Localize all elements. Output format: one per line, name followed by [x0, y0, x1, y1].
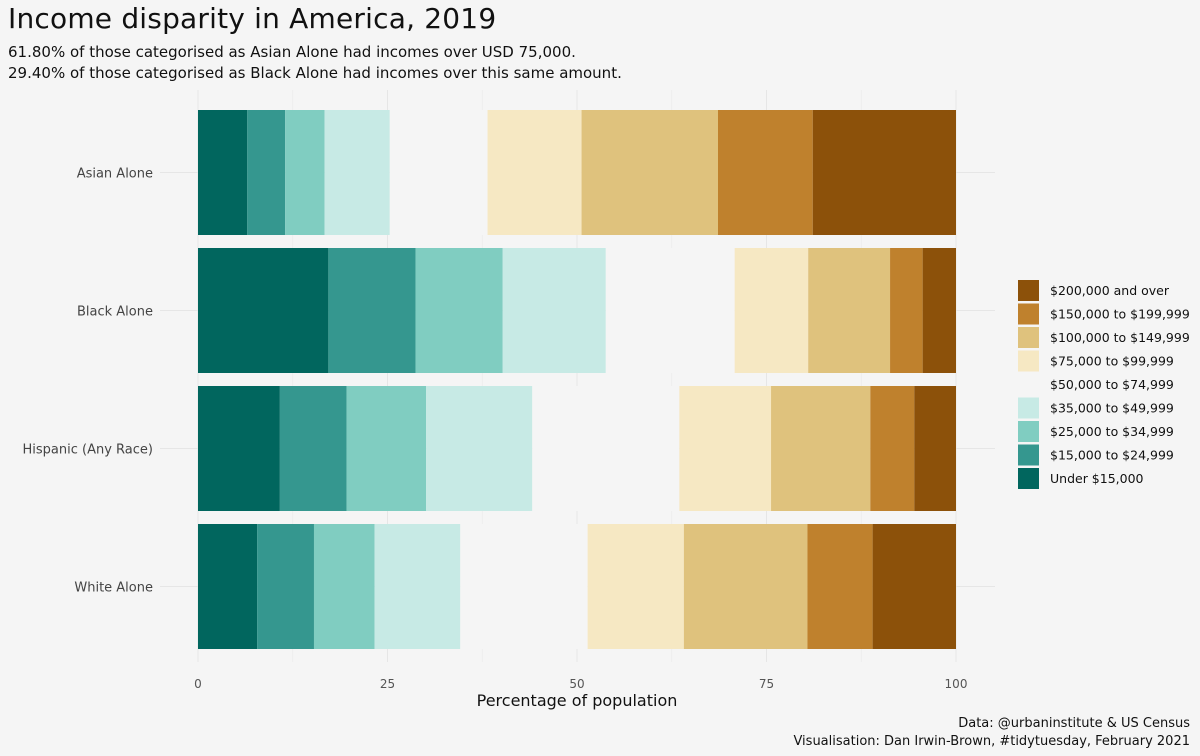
bar-segment — [771, 386, 871, 511]
bar-segment — [872, 524, 956, 649]
bar-segment — [460, 524, 588, 649]
bar-segment — [734, 248, 809, 373]
legend-label: $150,000 to $199,999 — [1050, 307, 1190, 322]
y-tick-label: White Alone — [74, 581, 153, 596]
legend: $200,000 and over $150,000 to $199,999 $10… — [1018, 280, 1190, 489]
caption-data-source: Data: @urbaninstitute & US Census — [958, 716, 1190, 731]
bar-segment — [890, 248, 923, 373]
bar-segment — [581, 110, 718, 235]
bar-segment — [198, 386, 280, 511]
bar-segment — [502, 248, 606, 373]
bar-segment — [914, 386, 956, 511]
legend-swatch — [1018, 468, 1039, 489]
x-tick-label: 100 — [945, 677, 968, 691]
bar-segment — [870, 386, 915, 511]
legend-label: $75,000 to $99,999 — [1050, 354, 1174, 369]
y-tick-label: Asian Alone — [77, 167, 153, 182]
caption-visualisation-credit: Visualisation: Dan Irwin-Brown, #tidytue… — [793, 734, 1190, 749]
bar-segment — [808, 248, 891, 373]
bar-segment — [812, 110, 956, 235]
bar-segment — [324, 110, 390, 235]
x-tick-label: 75 — [759, 677, 774, 691]
legend-swatch — [1018, 397, 1039, 419]
bar-segment — [532, 386, 680, 511]
legend-label: $15,000 to $24,999 — [1050, 448, 1174, 463]
bar-segment — [922, 248, 956, 373]
bar-segment — [279, 386, 347, 511]
chart-subtitle-line-2: 29.40% of those categorised as Black Alo… — [8, 64, 622, 82]
bar-segment — [807, 524, 873, 649]
legend-label: $35,000 to $49,999 — [1050, 401, 1174, 416]
legend-swatch — [1018, 421, 1039, 442]
bar-segment — [328, 248, 416, 373]
legend-label: $50,000 to $74,999 — [1050, 377, 1174, 392]
chart-subtitle-line-1: 61.80% of those categorised as Asian Alo… — [8, 43, 576, 61]
legend-swatch — [1018, 327, 1039, 348]
y-tick-label: Hispanic (Any Race) — [23, 443, 153, 458]
legend-swatch — [1018, 280, 1039, 301]
bar-segment — [313, 524, 375, 649]
bar-segment — [389, 110, 488, 235]
x-tick-label: 50 — [569, 677, 584, 691]
bar-segment — [346, 386, 427, 511]
legend-label: $100,000 to $149,999 — [1050, 330, 1190, 345]
bar-segment — [717, 110, 813, 235]
legend-swatch — [1018, 444, 1039, 466]
bar-segment — [605, 248, 735, 373]
bar-segment — [285, 110, 325, 235]
legend-label: Under $15,000 — [1050, 471, 1144, 486]
y-axis-labels: Asian Alone Black Alone Hispanic (Any Race… — [23, 167, 153, 596]
bar-segment — [198, 524, 258, 649]
x-tick-label: 25 — [380, 677, 395, 691]
y-tick-label: Black Alone — [77, 305, 153, 320]
bar-segment — [415, 248, 503, 373]
bar-segment — [683, 524, 808, 649]
bars — [198, 110, 956, 649]
legend-swatch — [1018, 303, 1039, 325]
legend-swatch — [1018, 374, 1039, 395]
chart-title: Income disparity in America, 2019 — [8, 2, 497, 35]
bar-segment — [587, 524, 684, 649]
bar-segment — [247, 110, 286, 235]
x-axis-label: Percentage of population — [477, 691, 678, 710]
legend-swatch — [1018, 350, 1039, 372]
bar-segment — [374, 524, 461, 649]
legend-label: $25,000 to $34,999 — [1050, 424, 1174, 439]
legend-label: $200,000 and over — [1050, 283, 1170, 298]
bar-segment — [198, 110, 248, 235]
bar-segment — [679, 386, 772, 511]
bar-segment — [257, 524, 314, 649]
bar-segment — [198, 248, 329, 373]
x-axis-ticks: 0 25 50 75 100 — [194, 677, 967, 691]
bar-segment — [487, 110, 582, 235]
bar-segment — [426, 386, 533, 511]
x-tick-label: 0 — [194, 677, 202, 691]
